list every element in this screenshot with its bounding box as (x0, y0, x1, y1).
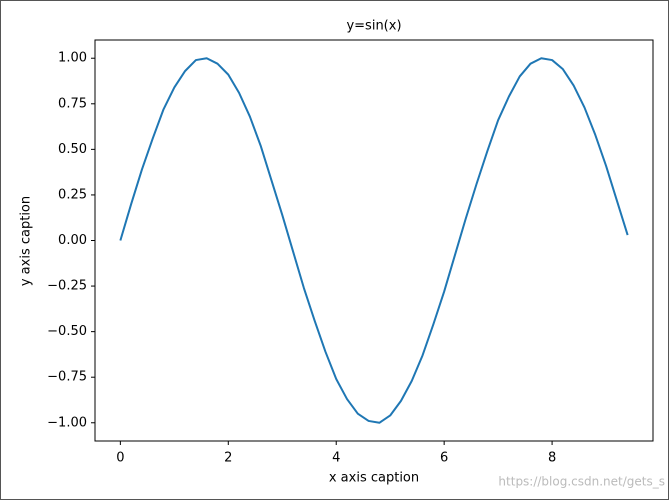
y-tick-label: 0.50 (58, 142, 87, 157)
line (119, 57, 629, 424)
y-tick-label: −0.25 (47, 279, 87, 294)
y-tick-label: −0.50 (47, 324, 87, 339)
y-axis-label: y axis caption (19, 196, 34, 286)
watermark: https://blog.csdn.net/gets_s (498, 475, 665, 489)
x-tick-label: 6 (440, 451, 448, 466)
y-tick-label: 0.25 (58, 187, 87, 202)
y-tick-label: 1.00 (58, 51, 87, 66)
y-tick-label: 0.00 (58, 233, 87, 248)
chart-title: y=sin(x) (346, 19, 401, 34)
y-tick-label: −0.75 (47, 370, 87, 385)
x-tick-label: 8 (548, 451, 556, 466)
x-tick-label: 4 (332, 451, 340, 466)
y-tick-label: 0.75 (58, 96, 87, 111)
x-tick-label: 2 (224, 451, 232, 466)
x-tick-label: 0 (116, 451, 124, 466)
x-axis-label: x axis caption (329, 471, 419, 486)
y-tick-label: −1.00 (47, 415, 87, 430)
